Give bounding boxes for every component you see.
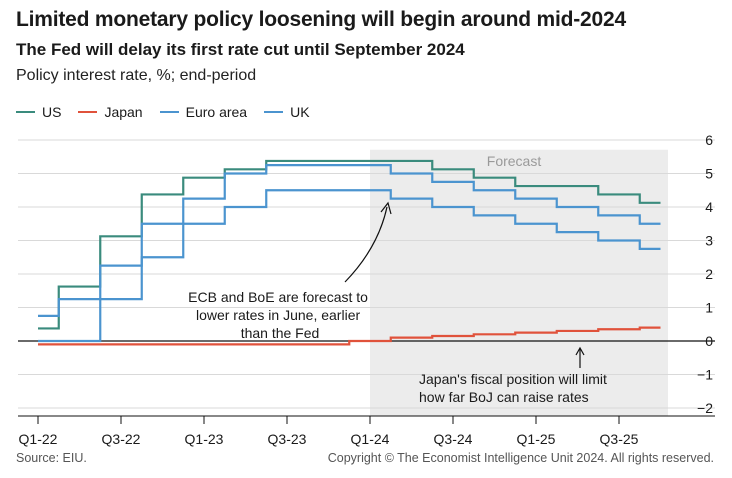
source-note: Source: EIU. — [16, 451, 87, 465]
svg-text:Japan's fiscal position will l: Japan's fiscal position will limit how f… — [419, 371, 611, 405]
legend-swatch-us — [16, 111, 35, 113]
y-tick-label: 0 — [705, 333, 713, 349]
legend-label-japan: Japan — [104, 104, 143, 120]
series-line-uk — [38, 164, 661, 317]
annotation-ecb-boe-line-2: lower rates in June, earlier — [196, 307, 361, 323]
copyright-note: Copyright © The Economist Intelligence U… — [327, 451, 714, 465]
legend-item-japan: Japan — [78, 104, 143, 120]
chart-subtitle: The Fed will delay its first rate cut un… — [16, 40, 465, 59]
annotation-arrowhead-ecb-boe — [380, 201, 392, 215]
annotation-ecb-boe-line-3: than the Fed — [241, 325, 320, 341]
legend-swatch-japan — [78, 111, 98, 113]
legend-item-euro-area: Euro area — [159, 104, 248, 120]
annotation-arrowhead-japan — [575, 346, 585, 356]
x-tick-label: Q1-22 — [19, 431, 58, 447]
series-line-euro-area — [38, 189, 661, 343]
y-tick-label: −1 — [697, 367, 713, 383]
legend-label-uk: UK — [290, 104, 310, 120]
legend-label-us: US — [42, 104, 62, 120]
x-tick-label: Q1-25 — [517, 431, 556, 447]
annotation-japan: Japan's fiscal position will limit how f… — [419, 346, 611, 405]
annotation-japan-line-2: how far BoJ can raise rates — [419, 389, 589, 405]
x-tick-label: Q3-24 — [434, 431, 473, 447]
forecast-label: Forecast — [487, 153, 542, 169]
series-lines — [38, 159, 661, 346]
legend-swatch-uk — [264, 111, 284, 113]
y-tick-label: 3 — [705, 233, 713, 249]
legend: US Japan Euro area UK — [16, 104, 327, 120]
x-tick-label: Q1-24 — [351, 431, 390, 447]
series-line-japan — [38, 326, 661, 346]
x-tick-label: Q3-23 — [268, 431, 307, 447]
legend-item-us: US — [16, 104, 61, 120]
units-label: Policy interest rate, %; end-period — [16, 67, 257, 84]
legend-swatch-euro-area — [159, 111, 179, 113]
x-axis: Q1-22 Q3-22 Q1-23 Q3-23 Q1-24 Q3-24 Q1-25 Q3-25 — [18, 415, 715, 447]
chart-title: Limited monetary policy loosening will b… — [16, 8, 626, 31]
y-tick-label: 1 — [705, 300, 713, 316]
y-tick-label: 4 — [705, 199, 713, 215]
svg-text:ECB and BoE are forecast to: ECB and BoE are forecast to lower rates … — [188, 289, 372, 341]
y-tick-label: 5 — [705, 166, 713, 182]
x-tick-label: Q1-23 — [185, 431, 224, 447]
y-tick-label: 2 — [705, 266, 713, 282]
annotation-ecb-boe-line-1: ECB and BoE are forecast to — [188, 289, 368, 305]
legend-item-uk: UK — [264, 104, 310, 120]
y-tick-label: 6 — [705, 132, 713, 148]
annotation-japan-line-1: Japan's fiscal position will limit — [419, 371, 607, 387]
legend-label-euro-area: Euro area — [185, 104, 248, 120]
y-tick-label: −2 — [697, 400, 713, 416]
annotation-arrow-ecb-boe — [344, 206, 388, 283]
y-axis-ticks: 6 5 4 3 2 1 0 −1 −2 — [697, 132, 713, 416]
annotation-ecb-boe: ECB and BoE are forecast to lower rates … — [188, 201, 392, 341]
series-line-us — [38, 159, 661, 330]
x-tick-label: Q3-25 — [600, 431, 639, 447]
x-tick-label: Q3-22 — [102, 431, 141, 447]
